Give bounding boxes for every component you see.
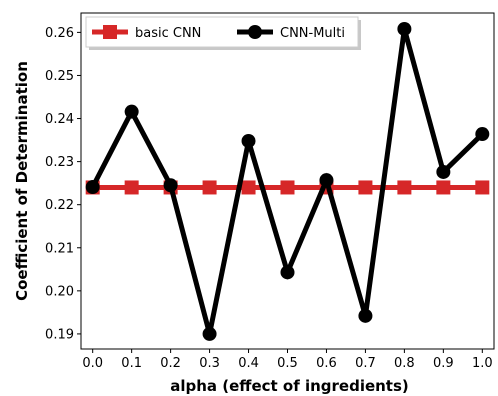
data-point-basic-cnn (358, 180, 373, 195)
x-tick-label: 0.9 (433, 356, 454, 371)
x-tick-label: 0.3 (199, 356, 220, 371)
legend-label-cnn-multi: CNN-Multi (280, 26, 345, 41)
data-point-cnn-multi (85, 180, 100, 195)
y-tick-label: 0.19 (45, 327, 74, 342)
data-point-basic-cnn (436, 180, 451, 195)
y-axis: 0.19 0.20 0.21 0.22 0.23 0.24 0.25 0.26 (45, 26, 81, 342)
x-tick-label: 0.5 (277, 356, 298, 371)
x-tick-label: 1.0 (472, 356, 493, 371)
x-tick-label: 0.6 (316, 356, 337, 371)
data-point-basic-cnn (202, 180, 217, 195)
x-axis-title: alpha (effect of ingredients) (170, 377, 409, 395)
y-tick-label: 0.20 (45, 284, 74, 299)
x-axis: 0.0 0.1 0.2 0.3 0.4 0.5 0.6 0.7 0.8 0.9 1.0 (82, 349, 493, 371)
data-point-cnn-multi (280, 265, 295, 280)
x-tick-label: 0.1 (121, 356, 142, 371)
legend: basic CNN CNN-Multi (85, 16, 361, 50)
legend-marker-cnn-multi (248, 25, 262, 39)
data-point-cnn-multi (358, 308, 373, 323)
data-point-basic-cnn (397, 180, 412, 195)
y-tick-label: 0.24 (45, 112, 74, 127)
x-tick-label: 0.0 (82, 356, 103, 371)
y-tick-label: 0.23 (45, 155, 74, 170)
data-point-cnn-multi (124, 104, 139, 119)
data-point-cnn-multi (436, 164, 451, 179)
data-point-cnn-multi (319, 173, 334, 188)
series-basic-cnn (85, 180, 490, 195)
data-point-cnn-multi (202, 326, 217, 341)
y-tick-label: 0.21 (45, 241, 74, 256)
y-tick-label: 0.25 (45, 69, 74, 84)
data-point-cnn-multi (397, 21, 412, 36)
y-axis-title: Coefficient of Determination (13, 61, 31, 301)
data-point-cnn-multi (241, 133, 256, 148)
legend-label-basic-cnn: basic CNN (135, 26, 201, 41)
x-tick-label: 0.4 (238, 356, 259, 371)
data-point-basic-cnn (124, 180, 139, 195)
series-cnn-multi (85, 21, 490, 341)
data-point-basic-cnn (475, 180, 490, 195)
x-tick-label: 0.7 (355, 356, 376, 371)
x-tick-label: 0.2 (160, 356, 181, 371)
x-tick-label: 0.8 (394, 356, 415, 371)
data-point-cnn-multi (163, 178, 178, 193)
data-point-basic-cnn (280, 180, 295, 195)
y-tick-label: 0.26 (45, 26, 74, 41)
y-tick-label: 0.22 (45, 198, 74, 213)
data-point-basic-cnn (241, 180, 256, 195)
data-point-cnn-multi (475, 127, 490, 142)
legend-box (85, 16, 359, 48)
legend-marker-basic-cnn (103, 25, 117, 39)
